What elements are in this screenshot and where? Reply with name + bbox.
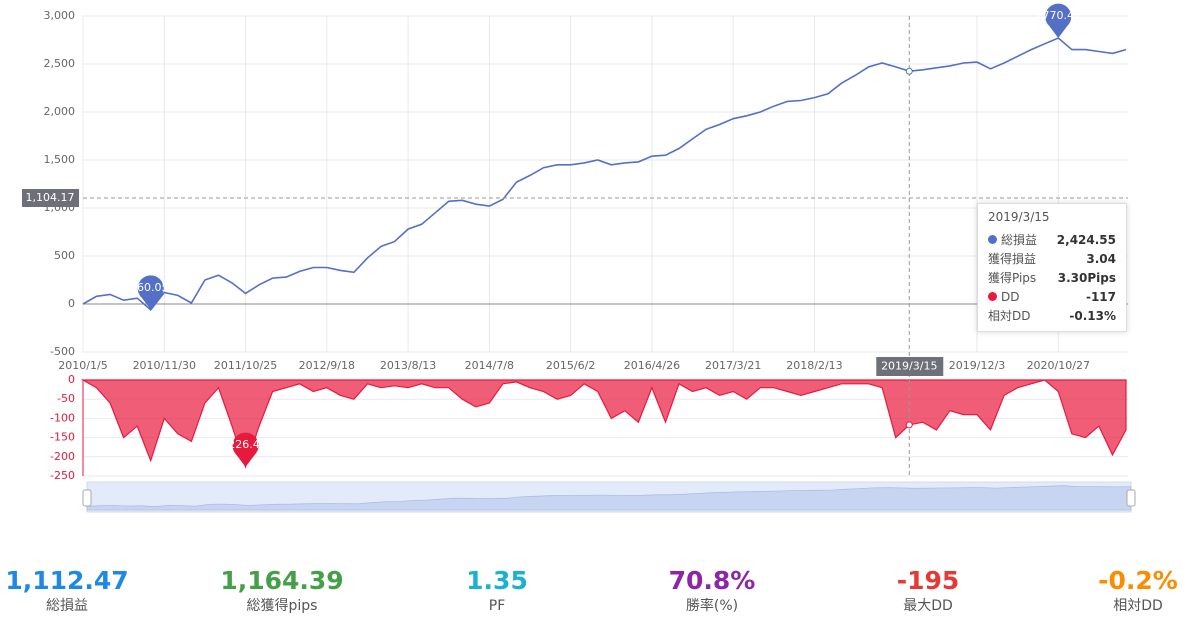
tooltip-value: -0.13% (1069, 308, 1116, 323)
zoom-handle (1126, 489, 1136, 507)
tooltip: 2019/3/15 総損益 2,424.55 獲得損益 3.04 獲得Pips 3.30P… (977, 203, 1127, 332)
zoom-handle (82, 489, 92, 507)
stat-value: 70.8% (669, 566, 756, 595)
line (82, 37, 1127, 311)
legend-dot (988, 235, 997, 244)
stat-value: 1.35 (466, 566, 528, 595)
y-tick-label: -500 (50, 345, 75, 358)
tooltip-name: DD (1001, 289, 1020, 304)
x-tick-label: 2013/8/13 (380, 359, 436, 372)
stat-value: 1,112.47 (5, 566, 128, 595)
x-tick-label: 2017/3/21 (705, 359, 761, 372)
hover-point (905, 67, 913, 75)
tooltip-name: 総損益 (1001, 233, 1038, 247)
x-tick-label: 2020/10/27 (1027, 359, 1090, 372)
tooltip-value: 3.04 (1086, 251, 1116, 266)
y-tick-label: -250 (50, 469, 75, 482)
y-tick-label: 2,500 (44, 57, 76, 70)
tooltip-name: 獲得Pips (988, 271, 1037, 285)
stat-value: 1,164.39 (220, 566, 343, 595)
y-tick-label: 500 (54, 249, 75, 262)
crosshair-x-label: 2019/3/15 (881, 360, 937, 373)
tooltip-name: 獲得損益 (988, 252, 1037, 266)
crosshair-y-label-box (22, 188, 79, 207)
mark-pin-label: 2770.41 (1036, 9, 1082, 22)
y-tick-label: -200 (50, 450, 75, 463)
crosshair-y-label: 1,104.17 (26, 191, 75, 204)
y-tick-label: -100 (50, 411, 75, 424)
tooltip-name: 相対DD (988, 309, 1031, 323)
x-tick-label: 2016/4/26 (624, 359, 680, 372)
y-tick-label: 1,500 (44, 153, 76, 166)
tooltip-date: 2019/3/15 (988, 210, 1050, 224)
mark-pin (232, 432, 259, 467)
legend-dot (988, 292, 997, 301)
stat-label: PF (489, 598, 506, 614)
crosshair-x-label-box (876, 357, 944, 376)
x-tick-label: 2015/6/2 (546, 359, 595, 372)
mark-pin-label: -60.05 (133, 281, 168, 294)
tooltip-value: 3.30Pips (1057, 270, 1116, 285)
y-tick-label: 0 (68, 297, 75, 310)
x-tick-label: 2018/2/13 (786, 359, 842, 372)
y-tick-label: 0 (68, 373, 75, 386)
tooltip-row: 相対DD -0.13% (988, 306, 1116, 325)
mark-pin (137, 275, 164, 310)
x-tick-label: 2011/10/25 (214, 359, 277, 372)
tooltip-row: 獲得Pips 3.30Pips (988, 268, 1116, 287)
stat-label: 総損益 (46, 598, 88, 614)
tooltip-value: 2,424.55 (1056, 232, 1116, 247)
zoom-preview (86, 485, 1132, 511)
stat-value: -195 (897, 566, 960, 595)
y-tick-label: -150 (50, 431, 75, 444)
stat-label: 総獲得pips (247, 597, 318, 614)
x-tick-label: 2012/9/18 (299, 359, 355, 372)
y-tick-label: 3,000 (44, 9, 76, 22)
tooltip-row: DD -117 (988, 287, 1116, 306)
area (80, 379, 1127, 469)
x-tick-label: 2010/11/30 (133, 359, 196, 372)
stat-label: 勝率(%) (686, 597, 738, 614)
y-tick-label: -50 (57, 392, 75, 405)
tooltip-row: 総損益 2,424.55 (988, 230, 1116, 249)
mark-pin-label: -226.43 (224, 438, 266, 451)
stat-label: 最大DD (903, 598, 953, 614)
y-tick-label: 2,000 (44, 105, 76, 118)
mark-pin (1045, 3, 1072, 39)
tooltip-value: -117 (1085, 289, 1116, 304)
hover-point (905, 421, 913, 429)
x-tick-label: 2019/12/3 (949, 359, 1005, 372)
x-tick-label: 2010/1/5 (58, 359, 107, 372)
tooltip-row: 獲得損益 3.04 (988, 249, 1116, 268)
stat-value: -0.2% (1098, 566, 1178, 595)
stat-label: 相対DD (1113, 598, 1163, 614)
x-tick-label: 2014/7/8 (465, 359, 514, 372)
